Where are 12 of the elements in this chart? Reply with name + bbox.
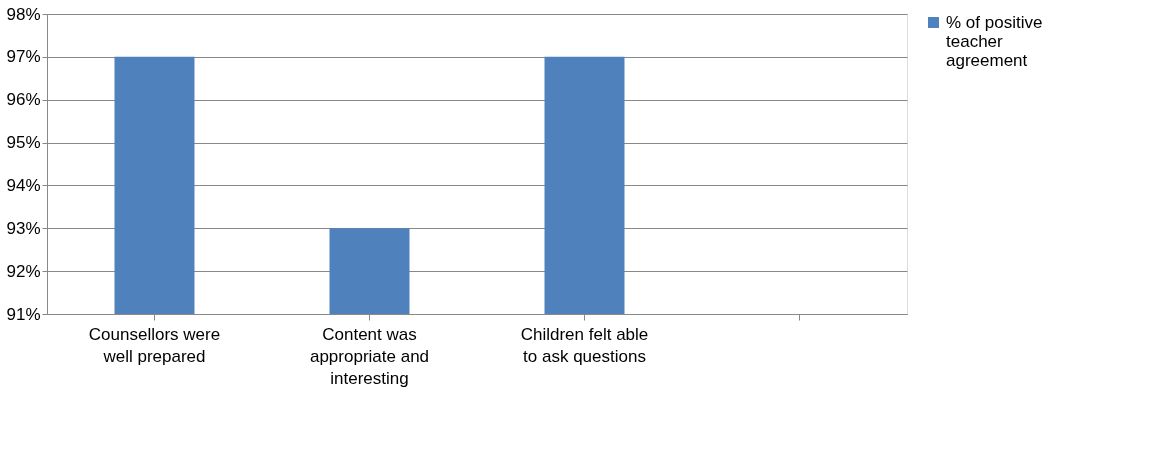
y-tick-label: 95% — [6, 133, 41, 153]
y-tick-label: 92% — [6, 261, 41, 281]
x-tick-label: Content was appropriate and interesting — [309, 324, 430, 388]
y-tick-label: 97% — [6, 47, 41, 67]
x-tick-label: Counsellors were well prepared — [88, 324, 221, 366]
x-tick-label: Children felt able to ask questions — [520, 324, 649, 366]
y-tick-label: 91% — [6, 304, 41, 324]
legend-label: % of positive teacher agreement — [946, 12, 1043, 70]
y-tick-label: 93% — [6, 218, 41, 238]
y-tick-label: 98% — [6, 4, 41, 24]
y-tick-label: 96% — [6, 90, 41, 110]
y-tick-label: 94% — [6, 175, 41, 195]
